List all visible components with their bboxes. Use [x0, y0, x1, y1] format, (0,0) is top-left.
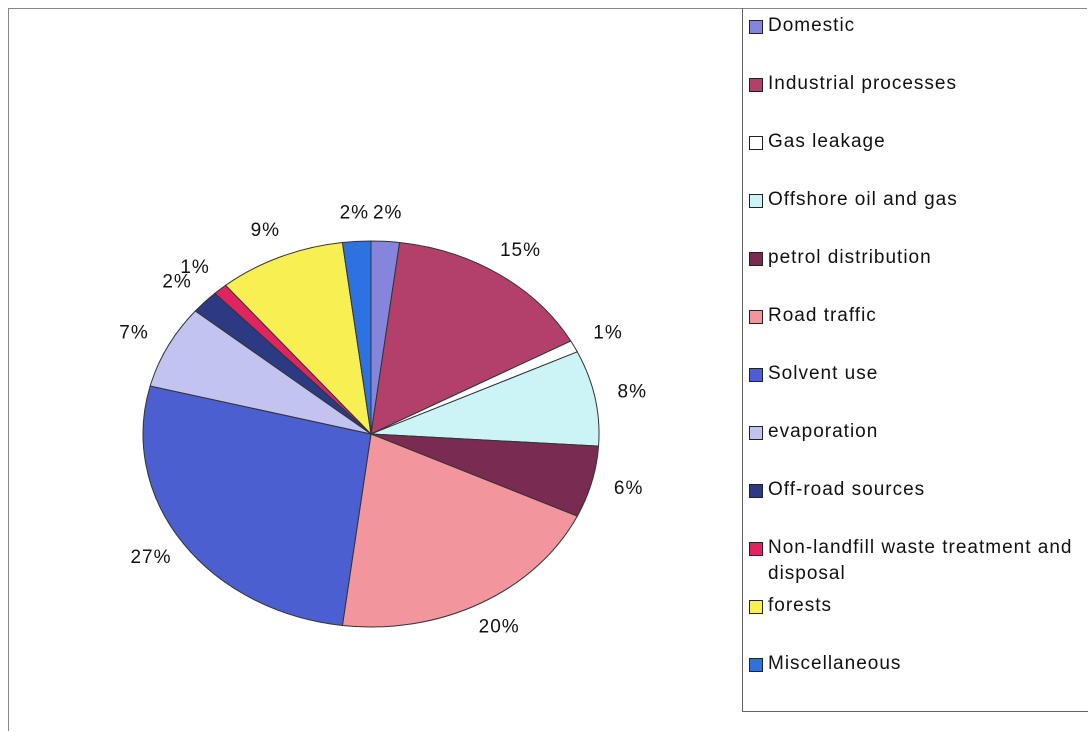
slice-label: 2% — [162, 272, 191, 293]
pie-slice — [341, 240, 372, 435]
legend-item: Off-road sources — [743, 477, 1088, 535]
legend-label: Offshore oil and gas — [768, 189, 958, 210]
legend-item: Road traffic — [743, 303, 1088, 361]
slice-label: 27% — [130, 547, 171, 568]
slice-label: 15% — [500, 240, 541, 261]
pie-slice — [370, 241, 572, 435]
legend-label: Off-road sources — [768, 479, 926, 500]
slice-label: 9% — [251, 220, 280, 241]
legend-item: Industrial processes — [743, 71, 1088, 129]
legend-label: Domestic — [768, 15, 856, 36]
legend-item: Offshore oil and gas — [743, 187, 1088, 245]
legend-swatch — [749, 194, 763, 208]
legend-swatch — [749, 20, 763, 34]
legend-swatch — [749, 484, 763, 498]
legend-label: Industrial processes — [768, 73, 957, 94]
slice-label: 20% — [479, 617, 520, 638]
pie-slice — [370, 351, 600, 447]
slice-label: 6% — [614, 478, 643, 499]
legend-item: Domestic — [743, 13, 1088, 71]
legend-label: Road traffic — [768, 305, 877, 326]
legend-item: forests — [743, 593, 1088, 651]
chart-frame — [8, 8, 1087, 731]
legend-label: Miscellaneous — [768, 653, 902, 674]
legend-swatch — [749, 600, 763, 614]
legend-swatch — [749, 252, 763, 266]
slice-label: 1% — [180, 257, 209, 278]
pie-chart: 2%15%1%8%6%20%27%7%2%1%9%2% — [119, 202, 647, 638]
legend-label: Non-landfill waste treatment and disposa… — [768, 537, 1073, 584]
legend-label: Solvent use — [768, 363, 879, 384]
legend-item: Miscellaneous — [743, 651, 1088, 709]
legend-item: Solvent use — [743, 361, 1088, 419]
slice-label: 7% — [119, 323, 148, 344]
legend-item: petrol distribution — [743, 245, 1088, 303]
legend-swatch — [749, 310, 763, 324]
legend-label: Gas leakage — [768, 131, 886, 152]
legend-label: evaporation — [768, 421, 879, 442]
legend: Domestic Industrial processes Gas leakage O… — [742, 8, 1088, 712]
slice-label: 1% — [593, 323, 622, 344]
slice-label: 2% — [373, 202, 402, 223]
legend-item: evaporation — [743, 419, 1088, 477]
pie-slice — [142, 385, 372, 627]
legend-item: Gas leakage — [743, 129, 1088, 187]
slice-label: 2% — [340, 202, 369, 223]
legend-swatch — [749, 78, 763, 92]
legend-swatch — [749, 542, 763, 556]
legend-swatch — [749, 426, 763, 440]
legend-label: petrol distribution — [768, 247, 932, 268]
legend-item: Non-landfill waste treatment and disposa… — [743, 535, 1088, 593]
slice-label: 8% — [618, 382, 647, 403]
legend-swatch — [749, 658, 763, 672]
pie-slice — [224, 241, 372, 436]
legend-swatch — [749, 136, 763, 150]
legend-swatch — [749, 368, 763, 382]
pie-slice — [341, 433, 579, 628]
legend-label: forests — [768, 595, 833, 616]
